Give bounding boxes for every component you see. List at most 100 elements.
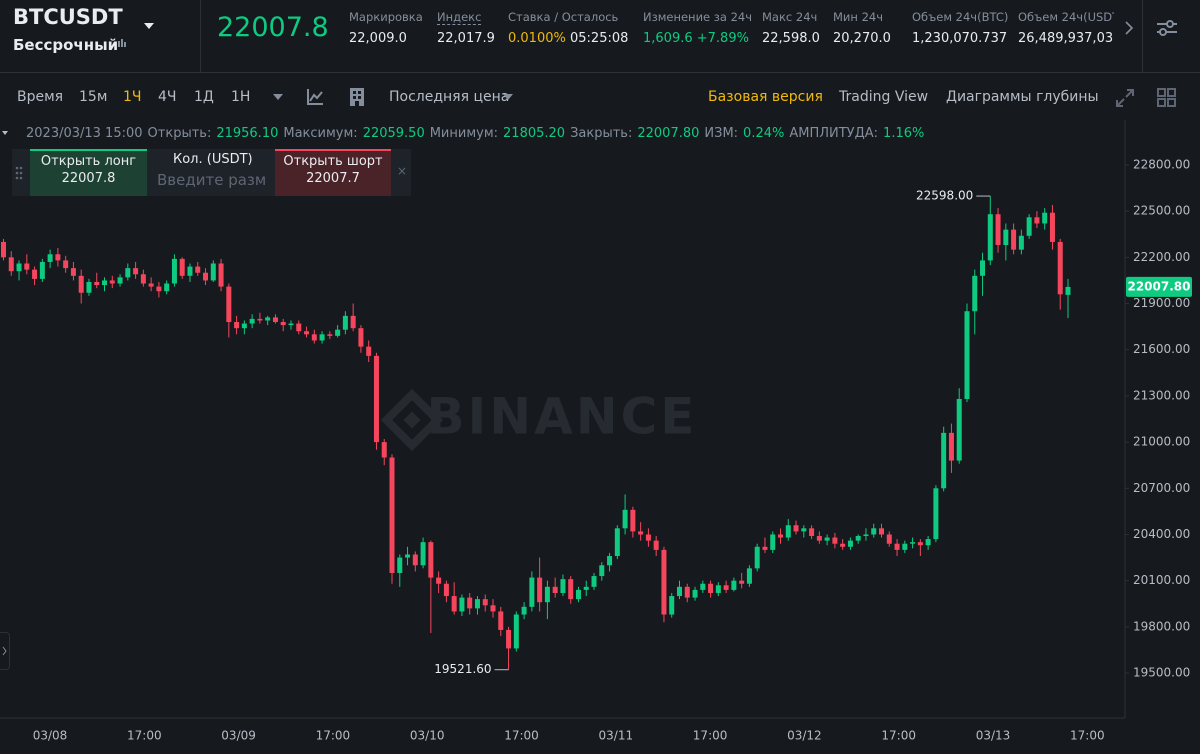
price-type[interactable]: Последняя цена	[389, 89, 510, 105]
qty-input[interactable]: Введите размер	[157, 171, 265, 189]
ohlc-label: Закрыть:	[570, 126, 633, 141]
candle-body	[529, 577, 535, 607]
y-tick-label: 21300.00	[1133, 388, 1190, 402]
open-long-button[interactable]: Открыть лонг 22007.8	[30, 149, 147, 196]
stat-label: Мин 24ч	[833, 10, 883, 24]
candle-body	[1065, 286, 1071, 295]
interval-button[interactable]: 1Ч	[123, 89, 142, 105]
stat-label: Объем 24ч(BTC)	[912, 10, 1009, 24]
candle-body	[809, 528, 815, 537]
candle-body	[288, 323, 294, 326]
candle-body	[1049, 212, 1055, 242]
close-panel[interactable]: ×	[397, 164, 408, 178]
ohlc-value: 22007.80	[637, 126, 700, 141]
candle-body	[397, 557, 403, 573]
candle-body	[63, 260, 69, 269]
x-tick-label: 03/11	[599, 729, 634, 743]
header: BTCUSDT Бессрочный 22007.8 Маркировка 22…	[0, 0, 1200, 73]
candle-body	[506, 629, 512, 649]
y-tick-label: 21000.00	[1133, 435, 1190, 449]
candle-body	[498, 611, 504, 630]
candle-body	[94, 281, 100, 286]
candle-body	[428, 542, 434, 578]
candle-body	[358, 328, 364, 347]
interval-button[interactable]: 15м	[79, 89, 108, 105]
candle-body	[234, 322, 240, 329]
candle-body	[871, 528, 877, 535]
chart-icon	[118, 39, 126, 47]
candle-body	[910, 542, 916, 544]
candle-body	[552, 586, 558, 593]
candle-body	[638, 531, 644, 535]
candle-body	[405, 554, 411, 558]
candle-body	[133, 268, 139, 275]
watermark: BINANCE	[427, 388, 698, 446]
stat-label: Изменение за 24ч	[643, 10, 753, 24]
last-price: 22007.8	[217, 12, 329, 43]
interval-label: Время	[17, 89, 64, 105]
candle-body	[1018, 235, 1024, 250]
stat-label: Ставка / Осталось	[508, 10, 619, 24]
ohlc-label: АМПЛИТУДА:	[789, 126, 879, 141]
fullscreen-icon[interactable]	[1115, 88, 1135, 108]
interval-button[interactable]: 4Ч	[158, 89, 177, 105]
candle-body	[676, 586, 682, 597]
trade-panel: Открыть лонг 22007.8 Кол. (USDT) Введите…	[12, 149, 411, 196]
y-tick-label: 21600.00	[1133, 342, 1190, 356]
symbol[interactable]: BTCUSDT	[13, 5, 123, 29]
candle-body	[210, 263, 216, 281]
button-label: Открыть лонг	[40, 154, 137, 169]
scroll-right[interactable]	[1124, 21, 1134, 35]
ohlc-value: 1.16%	[883, 126, 925, 141]
view-tab[interactable]: Диаграммы глубины	[946, 89, 1099, 105]
view-tab[interactable]: Базовая версия	[708, 89, 823, 105]
candle-body	[560, 579, 566, 593]
candle-body	[925, 539, 931, 546]
x-tick-label: 17:00	[127, 729, 162, 743]
candle-body	[16, 263, 22, 272]
view-tab[interactable]: Trading View	[839, 89, 929, 105]
candle-body	[956, 398, 962, 461]
interval-button[interactable]: 1Н	[231, 89, 251, 105]
candle-body	[117, 277, 123, 284]
x-tick-label: 17:00	[504, 729, 539, 743]
x-tick-label: 03/13	[976, 729, 1011, 743]
open-short-button[interactable]: Открыть шорт 22007.7	[275, 149, 391, 196]
drag-handle[interactable]	[15, 166, 23, 180]
candle-body	[327, 334, 333, 336]
grid-icon[interactable]	[1157, 88, 1177, 108]
candle-body	[102, 280, 108, 286]
x-tick-label: 17:00	[316, 729, 351, 743]
collapse-toggle[interactable]	[0, 130, 12, 138]
indicator-icon[interactable]	[306, 88, 324, 106]
candle-body	[785, 525, 791, 538]
candle-body	[39, 261, 45, 279]
symbol-dropdown[interactable]	[143, 22, 155, 30]
candle-body	[669, 596, 675, 615]
candle-body	[583, 586, 589, 590]
candle-body	[537, 577, 543, 603]
settings-icon[interactable]	[1156, 18, 1178, 38]
interval-button[interactable]: 1Д	[194, 89, 214, 105]
candle-body	[879, 528, 885, 535]
candle-body	[32, 269, 38, 279]
low-marker-label: 19521.60	[434, 662, 491, 676]
price-type-dropdown[interactable]	[502, 93, 514, 101]
candle-body	[972, 275, 978, 312]
ohlc-label: Максимум:	[283, 126, 358, 141]
candle-body	[941, 432, 947, 489]
candle-body	[521, 606, 527, 615]
candle-body	[389, 457, 395, 573]
candle-body	[412, 554, 418, 566]
candle-body	[24, 263, 30, 270]
x-tick-label: 17:00	[1070, 729, 1105, 743]
candle-body	[591, 576, 597, 587]
candle-body	[980, 260, 986, 276]
interval-dropdown[interactable]	[272, 93, 284, 101]
side-toggle[interactable]	[0, 632, 10, 670]
y-tick-label: 22500.00	[1133, 204, 1190, 218]
layout-icon[interactable]	[349, 87, 365, 107]
candle-body	[1026, 217, 1032, 236]
candle-body	[451, 596, 457, 612]
candle-body	[373, 355, 379, 443]
